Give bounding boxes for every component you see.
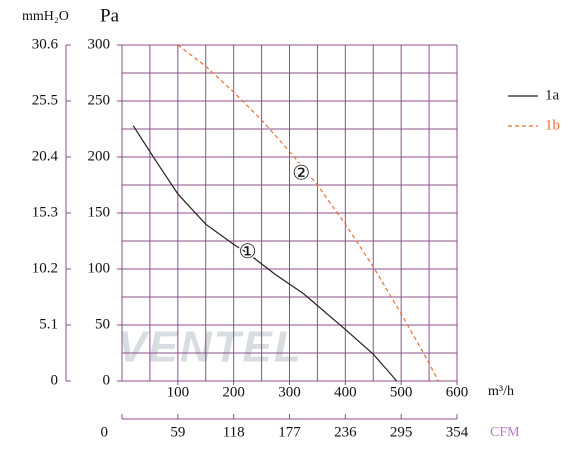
x2-tick-label: 236 (334, 424, 357, 440)
y2-unit: mmH₂O (22, 9, 69, 24)
x-tick-label: 500 (390, 384, 413, 400)
y2-tick-label: 30.6 (32, 36, 59, 52)
x-tick-label: 100 (167, 384, 190, 400)
y-unit: Pa (100, 5, 120, 26)
series-line (132, 125, 398, 382)
y-tick-label: 250 (88, 92, 111, 108)
x-tick-label: 300 (278, 384, 301, 400)
legend-label: 1a (545, 87, 560, 103)
x2-tick-label: 354 (446, 424, 469, 440)
y-tick-label: 200 (88, 148, 111, 164)
x2-tick-label: 118 (223, 424, 245, 440)
y2-tick-label: 10.2 (32, 260, 58, 276)
y2-tick-label: 20.4 (32, 148, 59, 164)
legend-label: 1b (545, 117, 560, 133)
y2-tick-label: 0 (51, 372, 59, 388)
x-tick-label: 600 (446, 384, 469, 400)
series-line (177, 44, 440, 382)
x-tick-label: 400 (334, 384, 357, 400)
y-tick-label: 50 (95, 316, 110, 332)
y-tick-label: 150 (88, 204, 111, 220)
y2-tick-label: 15.3 (32, 204, 58, 220)
y2-tick-label: 25.5 (32, 92, 58, 108)
y2-tick-label: 5.1 (39, 316, 58, 332)
x2-unit: CFM (490, 425, 520, 440)
annotation: ② (292, 163, 310, 185)
x2-tick-label: 177 (278, 424, 301, 440)
watermark: VENTEL (117, 323, 303, 372)
x2-tick-label: 0 (101, 424, 109, 440)
y-tick-label: 0 (103, 372, 111, 388)
x2-tick-label: 295 (390, 424, 413, 440)
y-tick-label: 300 (88, 36, 111, 52)
x-unit: m³/h (488, 384, 514, 399)
x2-tick-label: 59 (170, 424, 185, 440)
x-tick-label: 200 (222, 384, 245, 400)
y-tick-label: 100 (88, 260, 111, 276)
annotation: ① (239, 241, 257, 263)
